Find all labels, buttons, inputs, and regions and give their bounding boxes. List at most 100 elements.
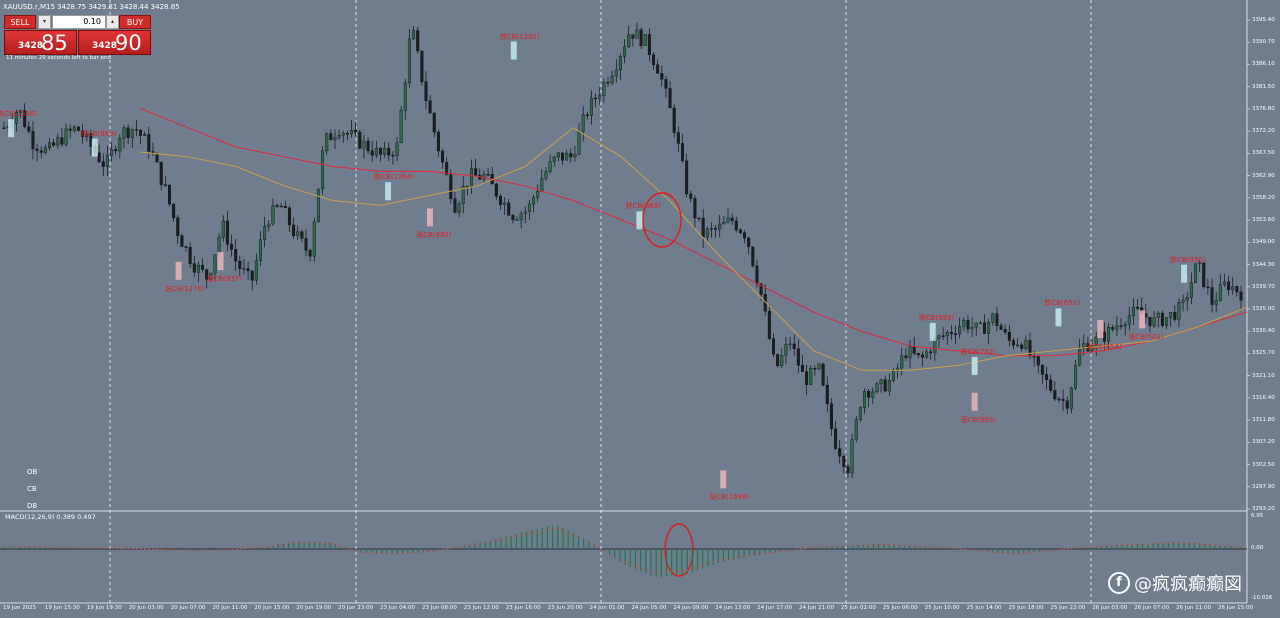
- candle-body: [1065, 400, 1069, 409]
- candle-body: [341, 132, 345, 136]
- sell-button[interactable]: SELL: [4, 15, 36, 29]
- candle-body: [751, 246, 755, 267]
- candle-body: [523, 211, 527, 214]
- bid-price-button[interactable]: 3428 85: [4, 30, 77, 55]
- time-tick: 26 Jun 03:00: [1092, 605, 1128, 611]
- candle-body: [2, 127, 6, 129]
- candle-body: [1024, 340, 1028, 349]
- candle-body: [871, 391, 875, 398]
- candle-body: [209, 272, 213, 280]
- price-tick: 3381.50: [1252, 83, 1275, 90]
- candle-body: [618, 56, 622, 71]
- candle-body: [1131, 307, 1135, 316]
- candle-body: [970, 327, 974, 330]
- candle-body: [532, 197, 536, 205]
- time-tick: 25 Jun 10:00: [924, 605, 960, 611]
- candle-body: [738, 229, 742, 233]
- candle-body: [722, 221, 726, 225]
- candle-body: [1123, 323, 1127, 327]
- lot-increase-button[interactable]: ▴: [106, 15, 119, 29]
- cb-annotation: 跌CB(652): [1044, 299, 1080, 308]
- candle-body: [743, 232, 747, 239]
- time-tick: 24 Jun 13:00: [715, 605, 751, 611]
- candle-body: [614, 69, 618, 77]
- candle-body: [875, 383, 879, 393]
- candle-body: [825, 384, 829, 404]
- cb-zone: [971, 356, 978, 375]
- candle-body: [271, 205, 275, 225]
- buy-button[interactable]: BUY: [119, 15, 151, 29]
- candle-body: [589, 97, 593, 116]
- candle-body: [978, 322, 982, 324]
- candle-body: [254, 260, 258, 281]
- candle-body: [242, 268, 246, 270]
- candle-body: [552, 156, 556, 162]
- price-tick: 3335.00: [1252, 305, 1275, 312]
- cb-zone: [1055, 308, 1062, 327]
- price-tick: 3311.80: [1252, 417, 1275, 424]
- candle-body: [1032, 355, 1036, 358]
- candle-body: [987, 322, 991, 334]
- candle-body: [403, 82, 407, 111]
- candle-body: [374, 148, 378, 156]
- candle-body: [300, 231, 304, 239]
- time-tick: 26 Jun 11:00: [1176, 605, 1212, 611]
- candle-body: [581, 114, 585, 132]
- price-tick: 3353.60: [1252, 217, 1275, 224]
- cb-zone: [720, 470, 727, 489]
- price-tick: 3395.40: [1252, 17, 1275, 23]
- candle-body: [945, 332, 949, 337]
- cb-zone: [636, 211, 643, 230]
- candle-body: [192, 263, 196, 273]
- candle-body: [428, 100, 432, 114]
- candle-body: [573, 154, 577, 158]
- candle-body: [31, 131, 35, 150]
- candle-body: [126, 127, 130, 138]
- candle-body: [1111, 327, 1115, 330]
- candle-body: [275, 205, 279, 207]
- time-tick: 24 Jun 21:00: [799, 605, 834, 611]
- time-tick: 23 Jun 04:00: [380, 605, 416, 611]
- candle-body: [602, 81, 606, 96]
- candle-body: [283, 206, 287, 209]
- candle-body: [362, 140, 366, 149]
- candle-body: [995, 313, 999, 326]
- candle-body: [689, 193, 693, 199]
- candle-body: [908, 346, 912, 359]
- cb-zone: [8, 119, 14, 138]
- lot-decrease-button[interactable]: ▾: [38, 15, 51, 29]
- candle-body: [1198, 262, 1202, 265]
- time-tick: 23 Jun 08:00: [421, 605, 457, 611]
- candle-body: [834, 428, 838, 449]
- candle-body: [920, 354, 924, 358]
- time-tick: 20 Jun 11:00: [212, 605, 248, 611]
- candle-body: [701, 217, 705, 238]
- ask-price-button[interactable]: 3428 90: [78, 30, 151, 55]
- cb-annotation: 涨CB(502): [1128, 333, 1164, 342]
- cb-zone: [929, 322, 936, 341]
- price-tick: 3372.20: [1252, 128, 1275, 135]
- candle-body: [1102, 331, 1106, 342]
- candle-body: [287, 207, 291, 226]
- candle-body: [1173, 312, 1177, 320]
- candle-body: [81, 130, 85, 138]
- candle-body: [767, 311, 771, 339]
- lot-size-input[interactable]: 0.10: [52, 15, 106, 29]
- cb-annotation: 跌CB(762): [960, 347, 997, 356]
- candle-body: [610, 75, 614, 84]
- price-tick: 3386.10: [1252, 61, 1275, 68]
- candle-body: [887, 380, 891, 392]
- candle-body: [879, 379, 883, 385]
- candle-body: [474, 168, 478, 176]
- candle-body: [664, 79, 668, 89]
- cb-annotation: 跌CB(868): [625, 202, 661, 211]
- price-tick: 3293.20: [1252, 506, 1275, 512]
- candle-body: [891, 369, 895, 381]
- candle-body: [800, 365, 804, 372]
- time-tick: 26 Jun 15:00: [1218, 605, 1253, 611]
- candle-body: [747, 237, 751, 248]
- candle-body: [1016, 344, 1020, 347]
- candle-body: [1136, 307, 1140, 309]
